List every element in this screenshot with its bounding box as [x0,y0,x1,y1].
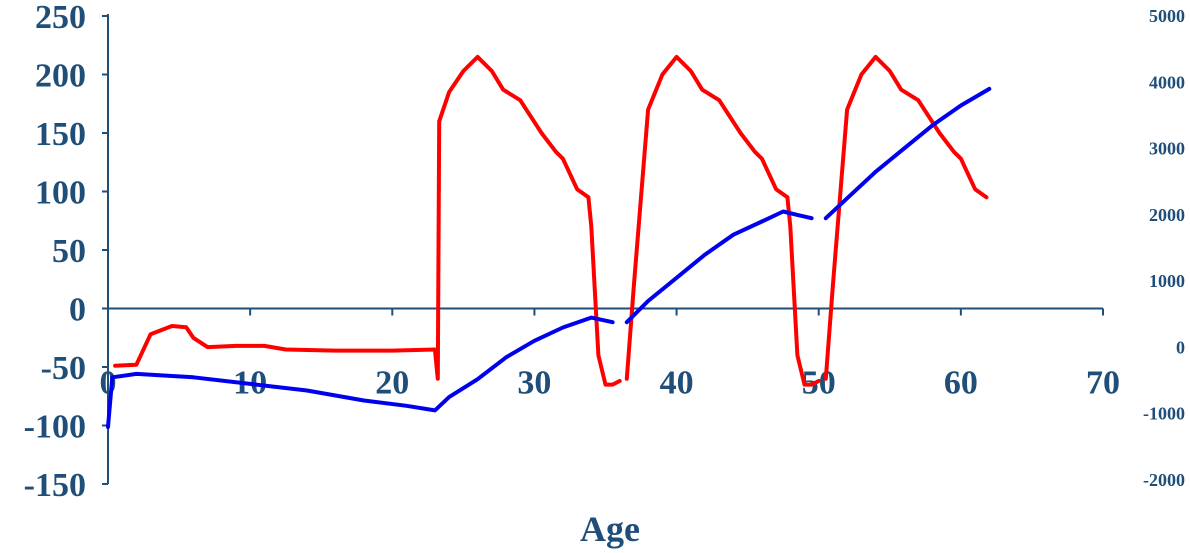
right-y-tick-label: 0 [1176,337,1185,357]
right-y-axis-ticks: -2000 -1000 0 1000 2000 3000 4000 5000 [1143,6,1185,490]
left-y-tick-label: 150 [35,116,86,153]
series-blue-line-segment [624,209,814,325]
x-tick-label: 70 [1086,365,1120,402]
series-red-line-segment [823,54,989,381]
left-y-axis-ticks: -150 -100 -50 0 50 100 150 200 250 [24,0,108,504]
right-y-tick-label: 3000 [1149,139,1185,159]
x-tick-label: 60 [944,365,978,402]
left-y-tick-label: 50 [52,233,86,270]
right-y-tick-label: 4000 [1149,72,1185,92]
series-layer [106,54,992,429]
right-y-tick-label: 1000 [1149,271,1185,291]
series-red-line-segment [624,54,821,387]
left-y-tick-label: 100 [35,175,86,212]
x-tick-label: 0 [100,365,117,402]
right-y-tick-label: 2000 [1149,205,1185,225]
right-y-tick-label: -2000 [1143,470,1185,490]
left-y-tick-label: 200 [35,58,86,95]
series-blue-line-segment [823,86,992,221]
right-y-tick-label: -1000 [1143,404,1185,424]
left-y-tick-label: -100 [24,409,86,446]
series-red-line-segment [113,54,622,387]
x-tick-label: 20 [375,365,409,402]
right-y-tick-label: 5000 [1149,6,1185,26]
left-y-tick-label: -150 [24,467,86,504]
left-y-tick-label: 250 [35,0,86,36]
x-tick-label: 40 [660,365,694,402]
x-axis-title: Age [580,509,640,549]
series-blue-line-segment [106,315,615,429]
x-tick-label: 30 [517,365,551,402]
left-y-tick-label: 0 [69,292,86,329]
axes [102,14,1103,484]
left-y-tick-label: -50 [41,350,86,387]
